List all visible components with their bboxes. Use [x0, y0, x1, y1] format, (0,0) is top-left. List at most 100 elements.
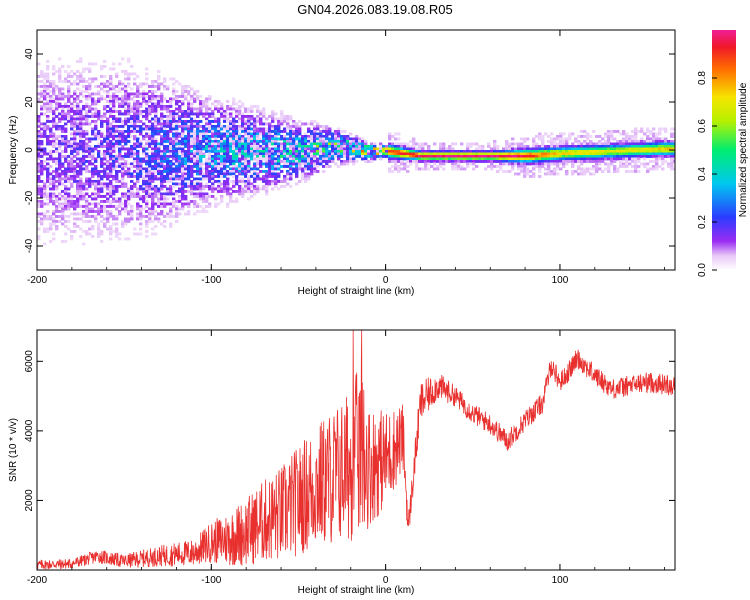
spectrogram-cell: [337, 152, 341, 156]
spectrogram-cell: [325, 142, 329, 146]
spectrogram-cell: [187, 182, 191, 186]
spectrogram-cell: [610, 160, 614, 163]
spectrogram-cell: [487, 152, 491, 156]
spectrogram-cell: [400, 167, 404, 171]
spectrogram-cell: [232, 157, 236, 161]
spectrogram-cell: [598, 142, 602, 146]
spectrogram-cell: [451, 147, 455, 151]
spectrogram-cell: [85, 202, 89, 206]
spectrogram-cell: [46, 77, 50, 81]
spectrogram-cell: [166, 122, 170, 126]
spectrogram-cell: [400, 160, 404, 163]
spectrogram-cell: [631, 157, 635, 161]
spectrogram-cell: [124, 135, 128, 138]
spectrogram-cell: [178, 212, 182, 216]
spectrogram-cell: [649, 132, 653, 136]
spectrogram-cell: [49, 240, 53, 243]
spectrogram-cell: [277, 150, 281, 153]
spectrogram-cell: [418, 152, 422, 156]
spectrogram-cell: [196, 170, 200, 173]
spectrogram-cell: [148, 100, 152, 103]
spectrogram-cell: [607, 137, 611, 141]
spectrogram-cell: [445, 152, 449, 156]
spectrogram-cell: [160, 100, 164, 103]
spectrogram-cell: [43, 192, 47, 196]
spectrogram-cell: [256, 177, 260, 181]
spectrogram-cell: [136, 190, 140, 193]
spectrogram-cell: [514, 160, 518, 163]
spectrogram-cell: [517, 147, 521, 151]
spectrogram-cell: [181, 125, 185, 128]
spectrogram-cell: [607, 152, 611, 156]
spectrogram-cell: [355, 142, 359, 146]
spectrogram-cell: [229, 132, 233, 136]
spectrogram-cell: [235, 190, 239, 193]
spectrogram-cell: [268, 167, 272, 171]
spectrogram-cell: [97, 135, 101, 138]
spectrogram-cell: [373, 150, 377, 153]
spectrogram-cell: [193, 97, 197, 101]
spectrogram-cell: [154, 95, 158, 98]
spectrogram-cell: [148, 185, 152, 188]
spectrogram-cell: [226, 192, 230, 196]
spectrogram-cell: [526, 145, 530, 148]
spectrogram-cell: [145, 115, 149, 118]
spectrogram-cell: [373, 147, 377, 151]
spectrogram-cell: [205, 185, 209, 188]
spectrogram-cell: [235, 160, 239, 163]
spectrogram-cell: [103, 60, 107, 63]
spectrogram-cell: [145, 215, 149, 218]
spectrogram-cell: [643, 140, 647, 143]
spectrogram-cell: [40, 185, 44, 188]
spectrogram-cell: [175, 205, 179, 208]
spectrogram-cell: [175, 132, 179, 136]
spectrogram-cell: [274, 165, 278, 168]
spectrogram-cell: [646, 167, 650, 171]
spectrogram-cell: [154, 125, 158, 128]
spectrogram-cell: [232, 155, 236, 158]
spectrogram-cell: [427, 157, 431, 161]
spectrogram-cell: [607, 150, 611, 153]
spectrogram-cell: [247, 142, 251, 146]
spectrogram-cell: [526, 167, 530, 171]
spectrogram-cell: [85, 122, 89, 126]
spectrogram-cell: [259, 112, 263, 116]
spectrogram-cell: [58, 72, 62, 76]
spectrogram-cell: [622, 142, 626, 146]
spectrogram-cell: [370, 145, 374, 148]
spectrogram-cell: [628, 135, 632, 138]
spectrogram-cell: [619, 145, 623, 148]
spectrogram-cell: [37, 125, 41, 128]
spectrogram-cell: [88, 95, 92, 98]
spectrogram-cell: [595, 160, 599, 163]
spectrogram-cell: [634, 137, 638, 141]
spectrogram-cell: [223, 187, 227, 191]
spectrogram-cell: [94, 92, 98, 96]
spectrogram-cell: [124, 87, 128, 91]
spectrogram-cell: [37, 97, 41, 101]
spectrogram-cell: [367, 147, 371, 151]
spectrogram-cell: [376, 155, 380, 158]
spectrogram-cell: [274, 140, 278, 143]
spectrogram-cell: [76, 225, 80, 228]
spectrogram-cell: [670, 160, 674, 163]
spectrogram-cell: [109, 67, 113, 71]
spectrogram-cell: [565, 147, 569, 151]
spectrogram-cell: [517, 160, 521, 163]
spectrogram-cell: [205, 210, 209, 213]
spectrogram-cell: [304, 165, 308, 168]
spectrogram-cell: [628, 150, 632, 153]
spectrogram-cell: [70, 170, 74, 173]
spectrogram-cell: [622, 145, 626, 148]
spectrogram-cell: [271, 112, 275, 116]
spectrogram-cell: [145, 200, 149, 203]
spectrogram-cell: [79, 180, 83, 183]
spectrogram-cell: [265, 122, 269, 126]
spectrogram-cell: [577, 152, 581, 156]
spectrogram-cell: [208, 185, 212, 188]
spectrogram-cell: [535, 152, 539, 156]
spectrogram-cell: [97, 152, 101, 156]
spectrogram-cell: [271, 172, 275, 176]
spectrogram-cell: [220, 150, 224, 153]
spectrogram-cell: [37, 155, 41, 158]
